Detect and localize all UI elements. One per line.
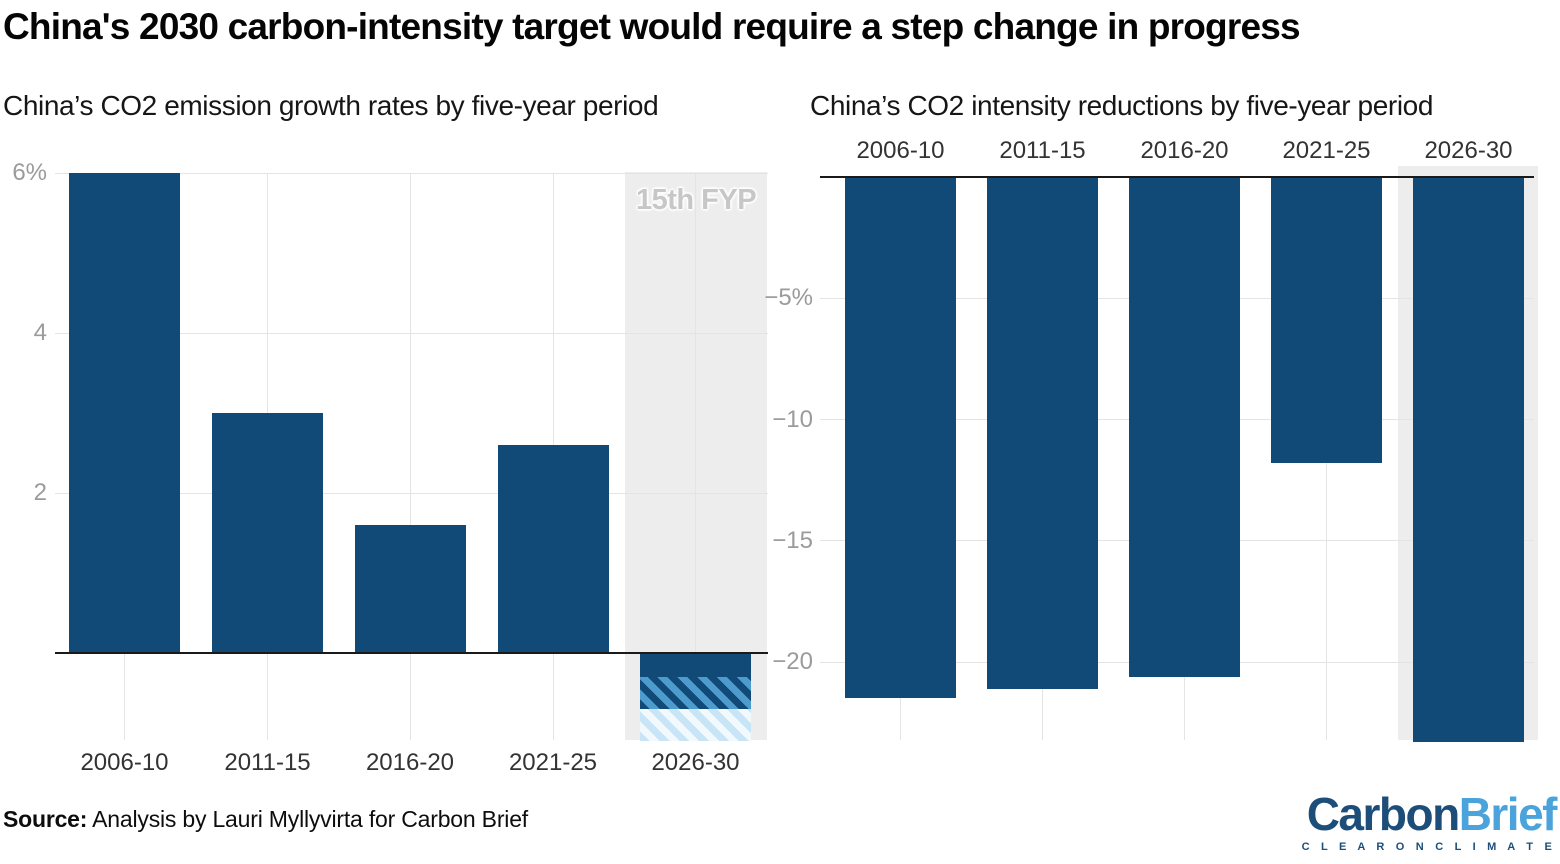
bar [497, 445, 609, 653]
y-axis-tick-label: 2 [33, 479, 47, 506]
source-note: Source: Analysis by Lauri Myllyvirta for… [3, 806, 528, 833]
logo-tagline: C L E A R O N C L I M A T E [1301, 841, 1556, 854]
bar [69, 173, 180, 653]
bar [845, 177, 956, 699]
logo-carbon-text: Carbon [1306, 788, 1461, 840]
bar [1271, 177, 1382, 464]
category-label: 2026-30 [1424, 137, 1513, 164]
category-label: 2006-10 [856, 137, 945, 164]
y-axis-tick-label: −10 [772, 405, 813, 433]
gridline-horizontal [55, 492, 768, 494]
y-axis-tick-label: 6% [12, 159, 47, 186]
bar [1413, 177, 1524, 743]
carbonbrief-logo: CarbonBrief C L E A R O N C L I M A T E [1301, 788, 1558, 854]
y-axis-tick-label: 4 [33, 319, 47, 346]
left-chart-subtitle: China’s CO2 emission growth rates by fiv… [3, 90, 659, 121]
gridline-horizontal [55, 172, 768, 174]
y-axis-tick-label: −15 [772, 526, 813, 554]
right-chart-zero-axis-line [820, 176, 1534, 178]
gridline-horizontal [55, 332, 768, 334]
category-label: 2011-15 [999, 137, 1086, 164]
category-label: 2006-10 [80, 749, 169, 776]
bar-segment-light-hatched [640, 709, 751, 741]
fyp-band-label: 15th FYP [635, 184, 757, 216]
bar-segment-solid [640, 653, 751, 677]
right-chart-subtitle: China’s CO2 intensity reductions by five… [810, 90, 1433, 121]
left-chart-15th-fyp-band [625, 172, 767, 740]
category-label: 2016-20 [1140, 137, 1229, 164]
logo-brief-text: Brief [1458, 788, 1558, 840]
category-label: 2016-20 [365, 749, 455, 776]
category-label: 2011-15 [224, 749, 311, 776]
y-axis-tick-label: −20 [772, 648, 813, 675]
carbonbrief-wordmark: CarbonBrief [1302, 788, 1558, 840]
category-label: 2026-30 [651, 749, 740, 776]
gridline-vertical [695, 173, 696, 740]
y-axis-tick-label: −5% [764, 284, 813, 312]
bar [354, 525, 466, 653]
category-label: 2021-25 [508, 749, 598, 776]
bar [1129, 177, 1240, 677]
source-label: Source: [3, 806, 88, 832]
bar [987, 177, 1098, 689]
gridline-vertical [409, 173, 411, 740]
bar-segment-dark-hatched [640, 677, 751, 709]
bar [212, 413, 323, 653]
page-title: China's 2030 carbon-intensity target wou… [3, 6, 1301, 47]
source-text: Analysis by Lauri Myllyvirta for Carbon … [87, 806, 528, 832]
left-chart-zero-axis-line [55, 652, 768, 654]
category-label: 2021-25 [1282, 137, 1371, 164]
